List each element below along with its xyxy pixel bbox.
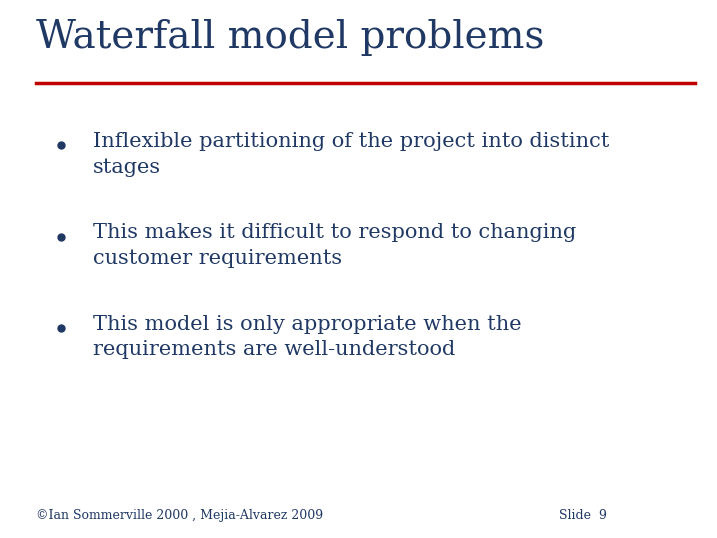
Text: Slide  9: Slide 9 bbox=[559, 509, 607, 522]
Text: Waterfall model problems: Waterfall model problems bbox=[36, 19, 544, 56]
Text: ©Ian Sommerville 2000 , Mejia-Alvarez 2009: ©Ian Sommerville 2000 , Mejia-Alvarez 20… bbox=[36, 509, 323, 522]
Text: This makes it difficult to respond to changing
customer requirements: This makes it difficult to respond to ch… bbox=[93, 223, 576, 268]
Text: Inflexible partitioning of the project into distinct
stages: Inflexible partitioning of the project i… bbox=[93, 132, 609, 176]
Text: This model is only appropriate when the
requirements are well-understood: This model is only appropriate when the … bbox=[93, 315, 522, 359]
